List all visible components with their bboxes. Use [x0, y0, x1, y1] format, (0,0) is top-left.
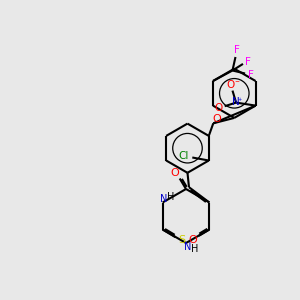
Text: F: F: [248, 70, 254, 80]
Text: F: F: [234, 45, 240, 56]
Text: O: O: [188, 235, 197, 245]
Text: H: H: [167, 192, 175, 202]
Text: N: N: [232, 97, 240, 107]
Text: O: O: [227, 80, 235, 90]
Text: O: O: [170, 168, 179, 178]
Text: S: S: [178, 235, 185, 245]
Text: O: O: [212, 114, 221, 124]
Text: N: N: [160, 194, 168, 204]
Text: $^+$: $^+$: [236, 98, 242, 103]
Text: Cl: Cl: [179, 151, 189, 161]
Text: O: O: [214, 103, 222, 113]
Text: N: N: [184, 242, 191, 252]
Text: H: H: [191, 244, 198, 254]
Text: $^-$: $^-$: [233, 78, 241, 87]
Text: F: F: [245, 57, 251, 68]
